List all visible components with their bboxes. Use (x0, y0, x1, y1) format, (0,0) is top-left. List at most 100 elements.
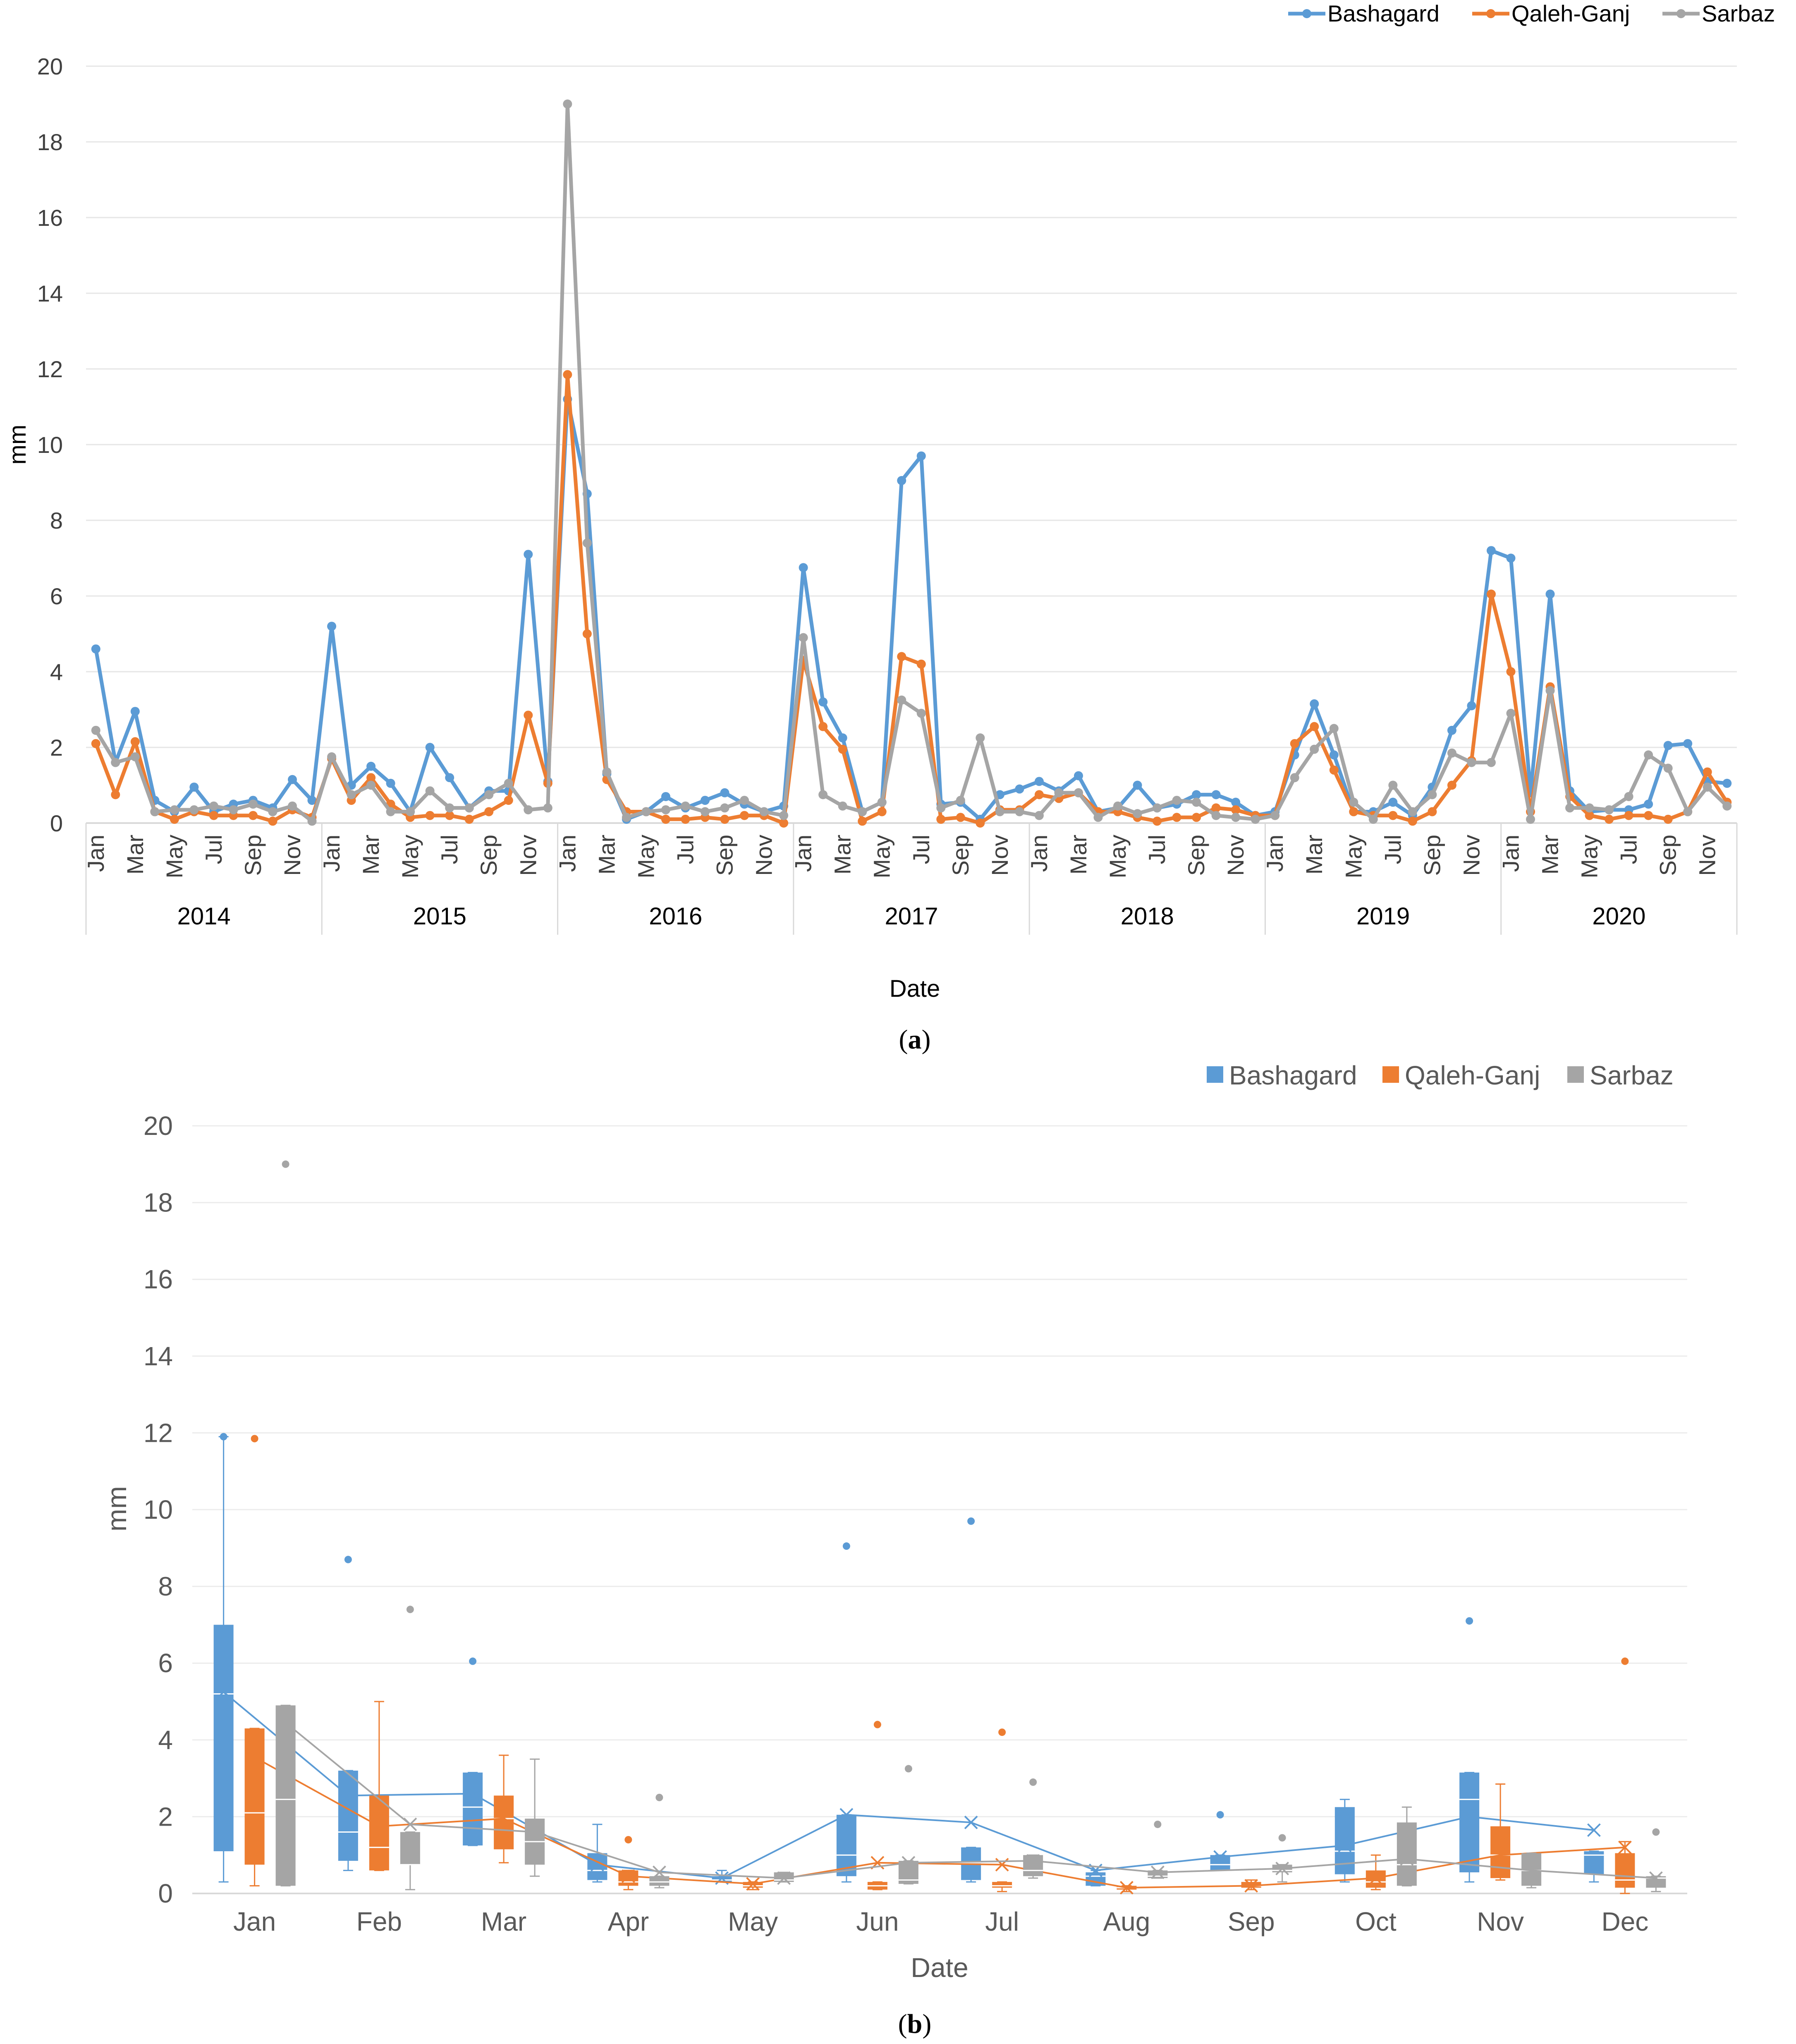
y-tick-label: 16 (37, 205, 63, 231)
data-point-sarbaz (1153, 803, 1162, 813)
x-axis-month-labels: Jan Mar May Jul Sep Nov Jan Mar May Jul Sep Nov Jan M… (83, 835, 1720, 878)
data-point-qaleh-ganj (524, 711, 533, 720)
data-point-qaleh-ganj (838, 744, 847, 754)
mean-marker-sarbaz (1649, 1871, 1663, 1885)
data-point-qaleh-ganj (936, 814, 946, 824)
data-point-sarbaz (838, 801, 847, 811)
x-tick-label: Mar (1537, 835, 1563, 874)
data-point-sarbaz (445, 803, 454, 813)
mean-marker-bashagard (1587, 1823, 1601, 1837)
box-series-qaleh-ganj (244, 1435, 1635, 1895)
data-point-bashagard (1506, 553, 1516, 563)
data-point-sarbaz (858, 807, 867, 816)
data-point-sarbaz (1467, 758, 1476, 767)
data-point-bashagard (524, 550, 533, 559)
data-point-sarbaz (1447, 748, 1456, 758)
box-qaleh-ganj (244, 1728, 265, 1865)
y-tick-label: 6 (158, 1648, 173, 1678)
outlier-point-bashagard (344, 1556, 352, 1563)
data-point-sarbaz (720, 803, 729, 813)
year-label: 2018 (1121, 903, 1174, 930)
data-point-qaleh-ganj (1585, 811, 1594, 820)
y-axis-ticks: 0 2 4 6 8 10 12 14 16 18 20 (37, 53, 63, 836)
data-point-qaleh-ganj (681, 814, 690, 824)
data-point-bashagard (1310, 699, 1319, 708)
data-point-bashagard (916, 451, 926, 461)
data-point-sarbaz (1506, 708, 1516, 718)
mean-line-sarbaz (285, 1722, 1656, 1879)
data-point-qaleh-ganj (209, 811, 218, 820)
data-point-bashagard (1034, 777, 1044, 786)
y-axis-ticks: 0 2 4 6 8 10 12 14 16 18 20 (143, 1111, 173, 1908)
legend-dot-qaleh-ganj (1486, 9, 1495, 18)
mean-marker-qaleh-ganj (497, 1812, 511, 1826)
data-point-bashagard (189, 783, 199, 792)
y-axis-title: mm (101, 1486, 132, 1532)
y-tick-label: 4 (50, 659, 63, 685)
data-point-sarbaz (1428, 790, 1437, 799)
x-tick-label: Jan (1026, 835, 1052, 872)
mean-marker-sarbaz (1400, 1852, 1414, 1866)
data-point-bashagard (701, 796, 710, 805)
mean-marker-qaleh-ganj (1493, 1848, 1507, 1862)
mean-marker-qaleh-ganj (1369, 1871, 1383, 1885)
y-tick-label: 2 (158, 1802, 173, 1831)
x-axis-title: Date (911, 1952, 968, 1983)
data-point-sarbaz (189, 805, 199, 814)
data-point-qaleh-ganj (111, 790, 120, 799)
data-point-sarbaz (1368, 814, 1378, 824)
outlier-point-sarbaz (655, 1794, 663, 1801)
data-point-bashagard (425, 743, 435, 752)
x-tick-label: Mar (830, 835, 856, 874)
data-point-bashagard (1467, 701, 1476, 711)
x-tick-label: Jan (318, 835, 344, 872)
box-bashagard (213, 1625, 234, 1851)
data-point-sarbaz (1172, 796, 1181, 805)
y-tick-label: 18 (143, 1188, 173, 1218)
mean-marker-sarbaz (1275, 1862, 1289, 1876)
data-point-qaleh-ganj (1486, 589, 1496, 599)
data-point-sarbaz (661, 805, 670, 814)
caption-a: (a) (899, 1024, 931, 1055)
outlier-point-qaleh-ganj (1621, 1657, 1629, 1665)
y-tick-label: 20 (143, 1111, 173, 1141)
x-tick-label: Jul (201, 835, 227, 864)
mean-marker-bashagard (839, 1808, 854, 1822)
data-point-qaleh-ganj (1192, 813, 1201, 822)
mean-marker-sarbaz (528, 1825, 542, 1839)
x-axis-year-groups: 2014 2015 2016 2017 2018 2019 2020 (85, 823, 1738, 935)
x-tick-label: Mar (122, 835, 148, 874)
x-tick-label: Nov (751, 835, 777, 876)
mean-line-qaleh-ganj (254, 1756, 1625, 1889)
data-point-sarbaz (602, 767, 612, 777)
data-point-sarbaz (1074, 788, 1083, 797)
data-point-bashagard (307, 796, 317, 805)
outlier-point-bashagard (967, 1517, 975, 1525)
data-point-qaleh-ganj (268, 816, 277, 826)
y-tick-label: 6 (50, 583, 63, 609)
data-point-sarbaz (1545, 686, 1555, 695)
data-point-qaleh-ganj (740, 811, 749, 820)
data-point-sarbaz (1093, 813, 1103, 822)
y-tick-label: 4 (158, 1725, 173, 1755)
caption-b: (b) (898, 2009, 932, 2039)
data-point-bashagard (327, 622, 337, 631)
x-tick-label: Apr (608, 1907, 649, 1936)
data-point-sarbaz (995, 807, 1004, 816)
data-point-qaleh-ganj (1290, 739, 1299, 748)
data-point-sarbaz (1624, 792, 1633, 801)
data-point-sarbaz (170, 805, 179, 814)
data-point-qaleh-ganj (1506, 667, 1516, 676)
outlier-point-qaleh-ganj (873, 1721, 881, 1728)
outlier-point-bashagard (842, 1542, 850, 1550)
data-point-bashagard (386, 778, 395, 788)
mean-marker-sarbaz (1026, 1854, 1040, 1868)
x-tick-label: Jul (436, 835, 462, 864)
x-tick-label: May (1576, 835, 1602, 878)
data-point-bashagard (1192, 790, 1201, 799)
x-tick-label: Nov (279, 835, 305, 876)
x-tick-label: Jul (1380, 835, 1406, 864)
outlier-point-bashagard (469, 1657, 477, 1665)
y-tick-label: 8 (158, 1572, 173, 1601)
